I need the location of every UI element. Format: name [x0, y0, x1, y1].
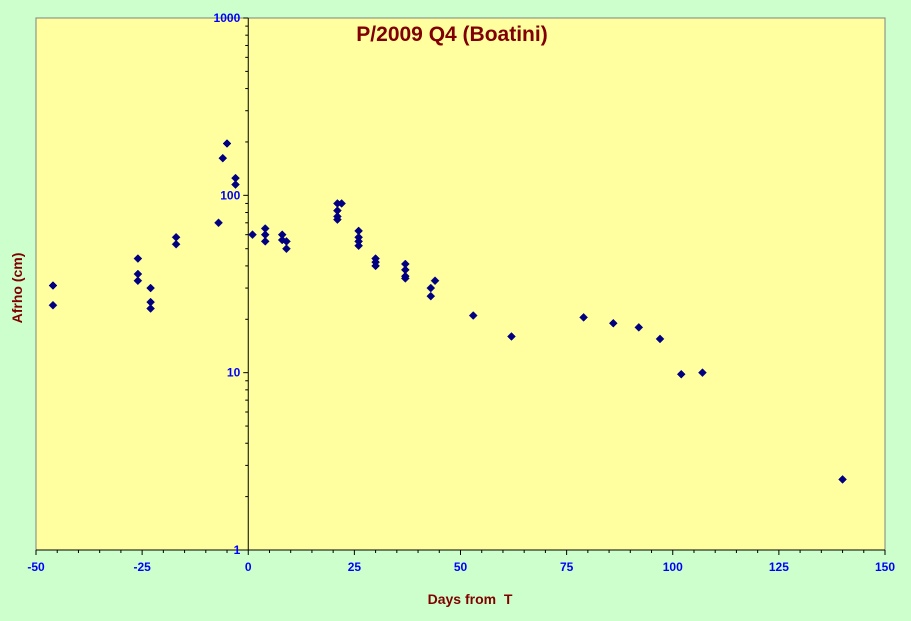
data-point: [218, 153, 228, 163]
y-axis-ticks: 1 10 100 1000: [214, 11, 249, 557]
data-point: [333, 215, 342, 224]
x-axis-label: Days from T: [428, 591, 513, 607]
y-tick-label: 1: [234, 543, 241, 557]
data-point: [146, 283, 155, 293]
data-point: [282, 244, 291, 254]
x-tick-label: -25: [133, 560, 151, 574]
x-tick-label: 25: [348, 560, 362, 574]
y-tick-label: 10: [227, 366, 241, 380]
plot-area: [35, 17, 886, 551]
y-tick-label: 100: [220, 188, 240, 202]
x-axis-ticks: -50 -25 0 25 50 75 100 125 150: [27, 549, 895, 574]
data-point: [248, 230, 257, 240]
data-point: [371, 261, 380, 271]
data-point: [214, 218, 223, 228]
data-point: [146, 304, 155, 313]
x-tick-label: 50: [454, 560, 468, 574]
chart-outer-border: [5, 4, 905, 617]
data-point: [222, 139, 232, 148]
data-point: [676, 369, 686, 379]
x-tick-label: -50: [27, 560, 45, 574]
data-point: [171, 239, 181, 249]
data-point: [468, 311, 478, 320]
data-point: [634, 323, 644, 332]
x-tick-label: 0: [245, 560, 252, 574]
x-tick-label: 75: [560, 560, 574, 574]
data-point: [48, 281, 58, 290]
data-point: [231, 180, 240, 189]
data-point: [48, 300, 58, 310]
data-point: [133, 254, 143, 263]
data-point: [655, 334, 665, 344]
data-point: [426, 291, 436, 301]
x-tick-label: 100: [663, 560, 683, 574]
data-point: [838, 475, 847, 484]
data-point: [354, 241, 363, 251]
data-point: [698, 368, 707, 378]
y-tick-label: 1000: [214, 11, 241, 25]
x-tick-label: 125: [769, 560, 789, 574]
y-axis-label: Afrho (cm): [9, 253, 25, 324]
data-point: [400, 274, 410, 283]
data-point: [260, 237, 270, 246]
chart-title: P/2009 Q4 (Boatini): [356, 23, 547, 46]
data-point: [608, 318, 618, 328]
data-point: [337, 199, 346, 208]
x-tick-label: 150: [875, 560, 895, 574]
data-point: [430, 276, 440, 286]
data-point: [579, 313, 588, 322]
data-point: [507, 332, 516, 341]
data-point: [133, 276, 143, 286]
data-points: [48, 139, 847, 484]
